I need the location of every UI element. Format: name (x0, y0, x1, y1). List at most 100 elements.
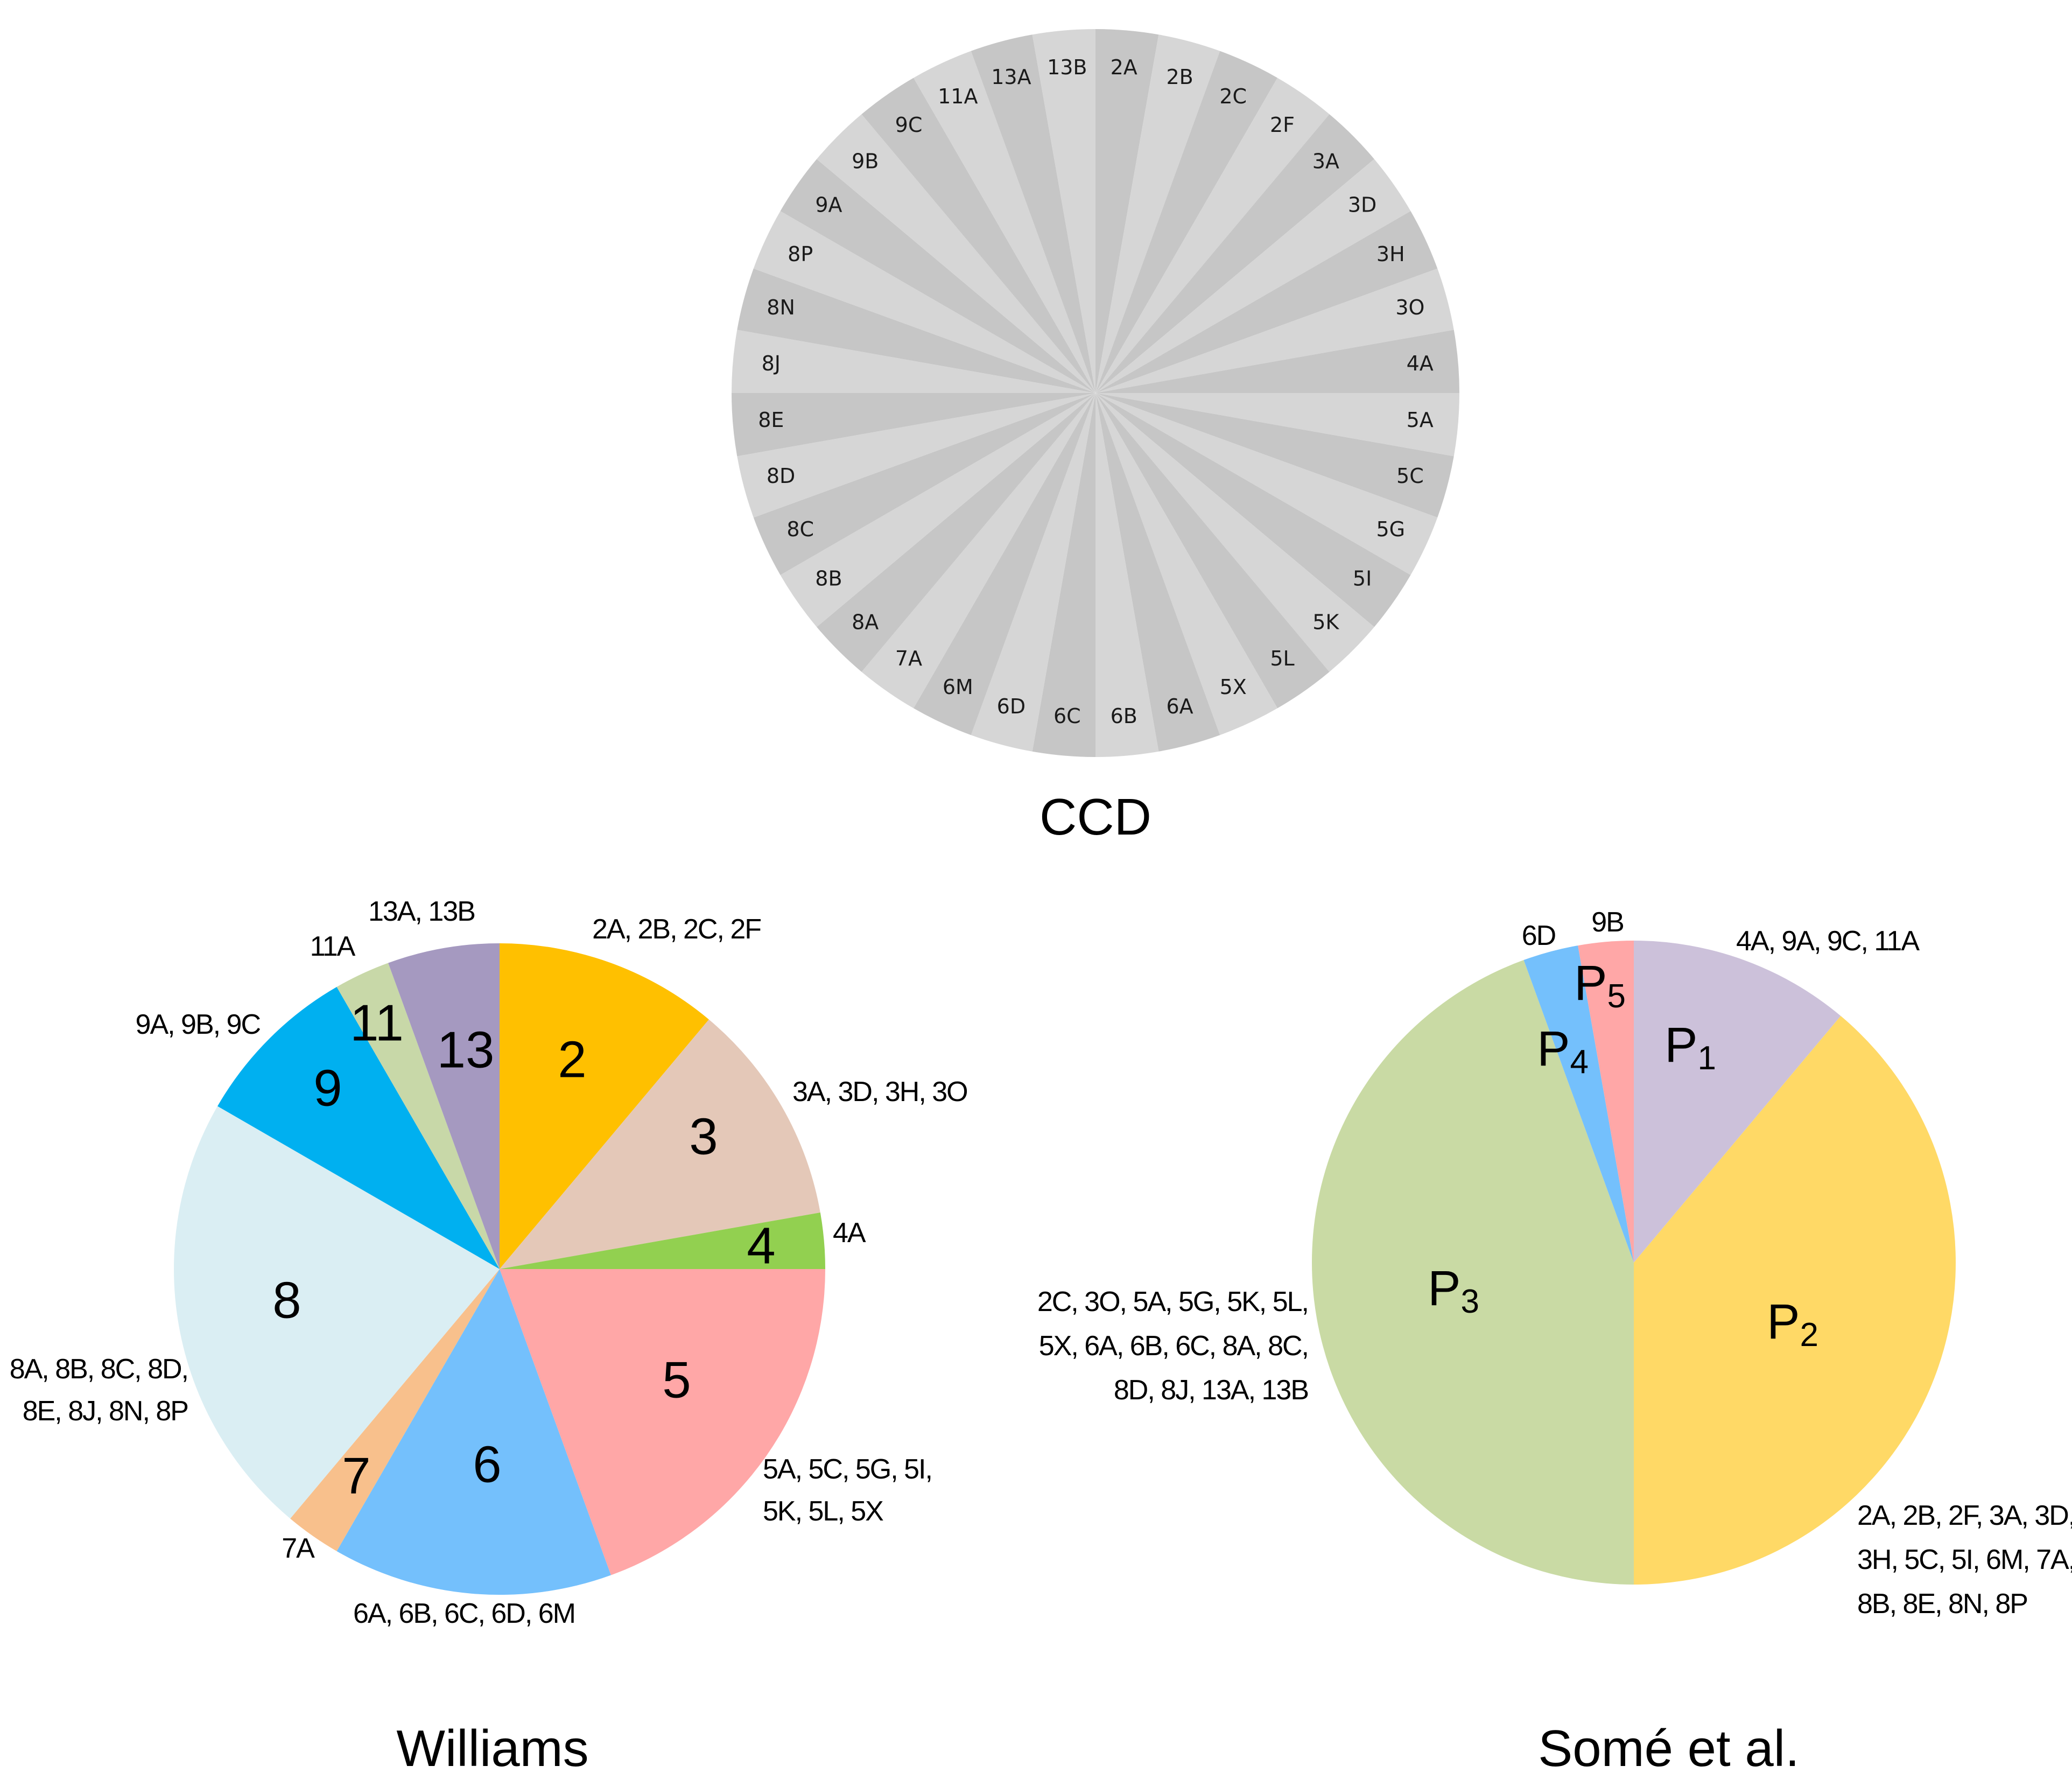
ccd-slice-label: 2F (1270, 113, 1295, 137)
ccd-slice-label: 3A (1312, 150, 1339, 173)
some-slice (1634, 941, 1841, 1263)
williams-slice-numbers: 2 34 5 6 7 8 911 13 (272, 994, 775, 1504)
some-slice-letter: P (1574, 956, 1607, 1011)
williams-member-label: 8A, 8B, 8C, 8D, 8E, 8J, 8N, 8P (10, 1354, 188, 1427)
some-slice-label: P3 (1428, 1261, 1479, 1320)
ccd-slice (1095, 159, 1411, 393)
williams-member-label: 6A, 6B, 6C, 6D, 6M (353, 1598, 575, 1629)
ccd-slice (732, 330, 1095, 393)
ccd-slice (780, 159, 1095, 393)
some-slice-letter: P (1767, 1294, 1800, 1349)
williams-chart-title: Williams (396, 1720, 588, 1777)
some-member-line: 2C, 3O, 5A, 5G, 5K, 5L, (1037, 1286, 1308, 1318)
ccd-slice (817, 114, 1095, 393)
ccd-slice (861, 393, 1095, 709)
ccd-slice (1095, 393, 1411, 627)
ccd-slice (1095, 393, 1159, 757)
williams-slice-number: 9 (313, 1059, 342, 1117)
some-member-label: 2A, 2B, 2F, 3A, 3D, 3H, 5C, 5I, 6M, 7A, 8B… (1857, 1500, 2072, 1620)
williams-slice (173, 1106, 500, 1519)
ccd-slice-label: 6C (1053, 704, 1081, 728)
ccd-slice-label: 5C (1396, 464, 1424, 488)
ccd-slice (1095, 34, 1220, 393)
some-slice-subscript: 2 (1800, 1316, 1818, 1354)
williams-slice (217, 987, 500, 1269)
ccd-slice (971, 34, 1095, 393)
ccd-slice (914, 51, 1095, 393)
ccd-slice (737, 393, 1095, 518)
ccd-slice-label: 5L (1270, 647, 1294, 670)
williams-slice-number: 2 (558, 1031, 586, 1088)
williams-member-label: 2A, 2B, 2C, 2F (592, 914, 761, 945)
ccd-slice-label: 2C (1219, 85, 1247, 108)
some-slice (1578, 940, 1634, 1263)
williams-slices (173, 943, 825, 1595)
ccd-slice-label: 8P (788, 242, 813, 266)
some-chart-title: Somé et al. (1538, 1720, 1800, 1777)
williams-member-label: 11A (310, 931, 356, 962)
ccd-slice-label: 13B (1047, 55, 1087, 79)
ccd-slice (914, 393, 1095, 735)
ccd-slice-label: 8J (762, 352, 781, 375)
williams-slice-number: 5 (662, 1351, 691, 1408)
williams-slice (336, 963, 500, 1269)
williams-member-line: 13A, 13B (368, 896, 475, 927)
some-member-line: 5X, 6A, 6B, 6C, 8A, 8C, (1039, 1330, 1308, 1362)
ccd-slice (1095, 393, 1220, 752)
williams-slice-number: 6 (473, 1435, 501, 1493)
some-member-line: 2A, 2B, 2F, 3A, 3D, (1857, 1500, 2072, 1531)
williams-slice-number: 8 (272, 1271, 301, 1329)
williams-member-label: 5A, 5C, 5G, 5I, 5K, 5L, 5X (763, 1454, 932, 1527)
ccd-slice (1095, 29, 1159, 393)
ccd-slice-label: 3D (1348, 193, 1376, 217)
some-slices (1311, 940, 1956, 1585)
williams-slice (388, 943, 500, 1269)
some-slice (1634, 1015, 1956, 1585)
williams-slice (500, 1019, 820, 1269)
ccd-slice (753, 211, 1095, 393)
ccd-slice-label: 13A (991, 65, 1031, 89)
ccd-slice-labels: 2A 2B 2C 2F 3A 3D 3H 3O 4A 5A 5C 5G 5I 5K 5L 5X 6A 6B 6C 6D… (758, 55, 1434, 728)
williams-member-labels: 2A, 2B, 2C, 2F 3A, 3D, 3H, 3O 4A 5A, 5C, 5G… (10, 896, 968, 1629)
williams-member-line: 2A, 2B, 2C, 2F (592, 914, 761, 945)
ccd-slice-label: 11A (938, 85, 978, 108)
ccd-slice-label: 3H (1376, 242, 1405, 266)
some-member-line: 9B (1591, 907, 1624, 938)
some-slice-label: P4 (1537, 1021, 1589, 1081)
some-slice (1311, 960, 1634, 1585)
williams-pie-chart: 2 34 5 6 7 8 911 13 2A, 2B, 2C, 2F 3A, 3D, 3H, 3… (10, 896, 968, 1777)
ccd-slice (1032, 29, 1095, 393)
some-slice-letter: P (1428, 1261, 1460, 1316)
williams-member-line: 3A, 3D, 3H, 3O (792, 1076, 967, 1108)
ccd-slice (780, 393, 1095, 627)
ccd-slice-label: 9B (852, 150, 879, 173)
williams-member-label: 7A (282, 1533, 315, 1564)
williams-slice (336, 1269, 611, 1595)
ccd-slice-label: 8B (815, 567, 842, 591)
some-slice-label: P2 (1767, 1294, 1818, 1354)
some-slice-label: P1 (1664, 1018, 1716, 1077)
ccd-slice-label: 5I (1353, 567, 1372, 591)
williams-member-line: 6A, 6B, 6C, 6D, 6M (353, 1598, 575, 1629)
ccd-slice (971, 393, 1095, 752)
ccd-slices (732, 29, 1459, 757)
ccd-slice-label: 5K (1312, 610, 1339, 634)
ccd-slice-label: 2A (1111, 55, 1137, 79)
some-member-label: 2C, 3O, 5A, 5G, 5K, 5L, 5X, 6A, 6B, 6C, 8… (1037, 1286, 1308, 1406)
ccd-slice (817, 393, 1095, 672)
ccd-slice (753, 393, 1095, 575)
williams-slice (290, 1269, 500, 1551)
williams-slice-number: 7 (342, 1447, 370, 1504)
ccd-slice-label: 6D (997, 695, 1026, 718)
some-slice-subscript: 3 (1460, 1283, 1479, 1320)
ccd-slice-label: 8C (786, 517, 814, 541)
williams-member-label: 13A, 13B (368, 896, 475, 927)
ccd-slice (1095, 211, 1438, 393)
ccd-slice (1095, 393, 1459, 457)
ccd-slice (1095, 78, 1330, 393)
williams-slice-number: 13 (437, 1021, 495, 1078)
williams-member-line: 9A, 9B, 9C (136, 1009, 261, 1040)
ccd-slice-label: 8E (758, 408, 784, 432)
